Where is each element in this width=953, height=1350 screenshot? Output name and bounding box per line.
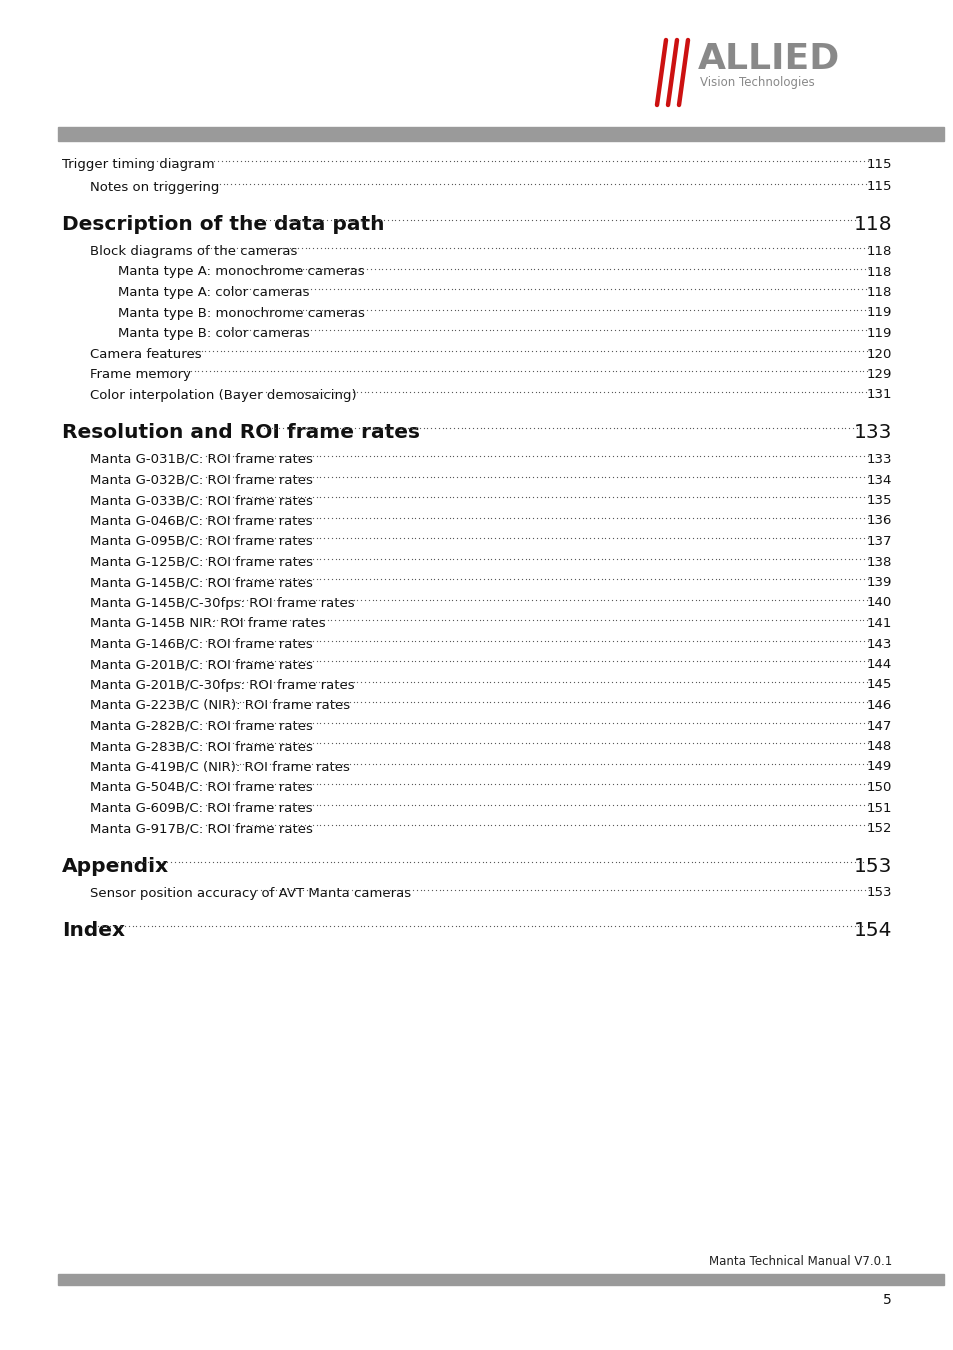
Text: 154: 154	[853, 921, 891, 940]
Text: Color interpolation (Bayer demosaicing): Color interpolation (Bayer demosaicing)	[90, 389, 356, 401]
Text: Manta type B: monochrome cameras: Manta type B: monochrome cameras	[118, 306, 364, 320]
Text: 137: 137	[865, 535, 891, 548]
Text: 118: 118	[853, 215, 891, 234]
Text: Manta G-145B NIR: ROI frame rates: Manta G-145B NIR: ROI frame rates	[90, 617, 325, 630]
Text: Manta Technical Manual V7.0.1: Manta Technical Manual V7.0.1	[708, 1256, 891, 1268]
Text: Manta G-095B/C: ROI frame rates: Manta G-095B/C: ROI frame rates	[90, 535, 313, 548]
Text: Resolution and ROI frame rates: Resolution and ROI frame rates	[62, 423, 419, 441]
Text: Manta G-145B/C-30fps: ROI frame rates: Manta G-145B/C-30fps: ROI frame rates	[90, 597, 355, 609]
Text: Manta G-146B/C: ROI frame rates: Manta G-146B/C: ROI frame rates	[90, 637, 313, 651]
Text: Appendix: Appendix	[62, 856, 169, 876]
Text: 129: 129	[865, 369, 891, 381]
Text: 115: 115	[865, 181, 891, 193]
Text: Manta G-046B/C: ROI frame rates: Manta G-046B/C: ROI frame rates	[90, 514, 313, 528]
Text: 134: 134	[865, 474, 891, 486]
Text: Trigger timing diagram: Trigger timing diagram	[62, 158, 214, 171]
Text: 135: 135	[865, 494, 891, 508]
Text: Description of the data path: Description of the data path	[62, 215, 384, 234]
Text: 141: 141	[865, 617, 891, 630]
Text: 131: 131	[865, 389, 891, 401]
Text: 119: 119	[865, 306, 891, 320]
Text: Manta G-033B/C: ROI frame rates: Manta G-033B/C: ROI frame rates	[90, 494, 313, 508]
Text: 144: 144	[866, 657, 891, 671]
Text: Manta G-419B/C (NIR): ROI frame rates: Manta G-419B/C (NIR): ROI frame rates	[90, 760, 350, 774]
Text: 150: 150	[865, 782, 891, 794]
Text: Manta G-201B/C-30fps: ROI frame rates: Manta G-201B/C-30fps: ROI frame rates	[90, 679, 355, 691]
Text: 133: 133	[853, 423, 891, 441]
Text: 148: 148	[866, 740, 891, 753]
Text: 118: 118	[865, 286, 891, 298]
Text: 133: 133	[865, 454, 891, 466]
Text: Notes on triggering: Notes on triggering	[90, 181, 219, 193]
Text: 115: 115	[865, 158, 891, 171]
Text: Manta G-504B/C: ROI frame rates: Manta G-504B/C: ROI frame rates	[90, 782, 313, 794]
Text: Manta G-917B/C: ROI frame rates: Manta G-917B/C: ROI frame rates	[90, 822, 313, 836]
Text: 151: 151	[865, 802, 891, 814]
Text: 145: 145	[865, 679, 891, 691]
Text: Manta G-282B/C: ROI frame rates: Manta G-282B/C: ROI frame rates	[90, 720, 313, 733]
Text: Sensor position accuracy of AVT Manta cameras: Sensor position accuracy of AVT Manta ca…	[90, 887, 411, 899]
Text: 153: 153	[865, 887, 891, 899]
Text: Camera features: Camera features	[90, 347, 201, 360]
Text: 152: 152	[865, 822, 891, 836]
Text: Manta G-031B/C: ROI frame rates: Manta G-031B/C: ROI frame rates	[90, 454, 313, 466]
Text: Manta G-125B/C: ROI frame rates: Manta G-125B/C: ROI frame rates	[90, 555, 313, 568]
Text: Manta G-145B/C: ROI frame rates: Manta G-145B/C: ROI frame rates	[90, 576, 313, 589]
Text: 120: 120	[865, 347, 891, 360]
Text: 139: 139	[865, 576, 891, 589]
Bar	[58, 127, 943, 140]
Text: Manta G-283B/C: ROI frame rates: Manta G-283B/C: ROI frame rates	[90, 740, 313, 753]
Text: Manta G-201B/C: ROI frame rates: Manta G-201B/C: ROI frame rates	[90, 657, 313, 671]
Bar	[58, 1274, 943, 1285]
Text: Manta G-032B/C: ROI frame rates: Manta G-032B/C: ROI frame rates	[90, 474, 313, 486]
Text: Manta type A: monochrome cameras: Manta type A: monochrome cameras	[118, 266, 364, 278]
Text: Frame memory: Frame memory	[90, 369, 191, 381]
Text: 143: 143	[865, 637, 891, 651]
Text: 146: 146	[866, 699, 891, 711]
Text: Manta type A: color cameras: Manta type A: color cameras	[118, 286, 309, 298]
Text: 149: 149	[866, 760, 891, 774]
Text: 118: 118	[865, 266, 891, 278]
Text: 136: 136	[865, 514, 891, 528]
Text: 153: 153	[853, 856, 891, 876]
Text: 118: 118	[865, 244, 891, 258]
Text: 138: 138	[865, 555, 891, 568]
Text: Manta type B: color cameras: Manta type B: color cameras	[118, 327, 314, 340]
Text: 119: 119	[865, 327, 891, 340]
Text: 140: 140	[866, 597, 891, 609]
Text: Block diagrams of the cameras: Block diagrams of the cameras	[90, 244, 297, 258]
Text: 5: 5	[882, 1293, 891, 1307]
Text: Manta G-223B/C (NIR): ROI frame rates: Manta G-223B/C (NIR): ROI frame rates	[90, 699, 350, 711]
Text: Index: Index	[62, 921, 125, 940]
Text: Vision Technologies: Vision Technologies	[700, 76, 814, 89]
Text: 147: 147	[865, 720, 891, 733]
Text: ALLIED: ALLIED	[698, 42, 840, 76]
Text: Manta G-609B/C: ROI frame rates: Manta G-609B/C: ROI frame rates	[90, 802, 313, 814]
